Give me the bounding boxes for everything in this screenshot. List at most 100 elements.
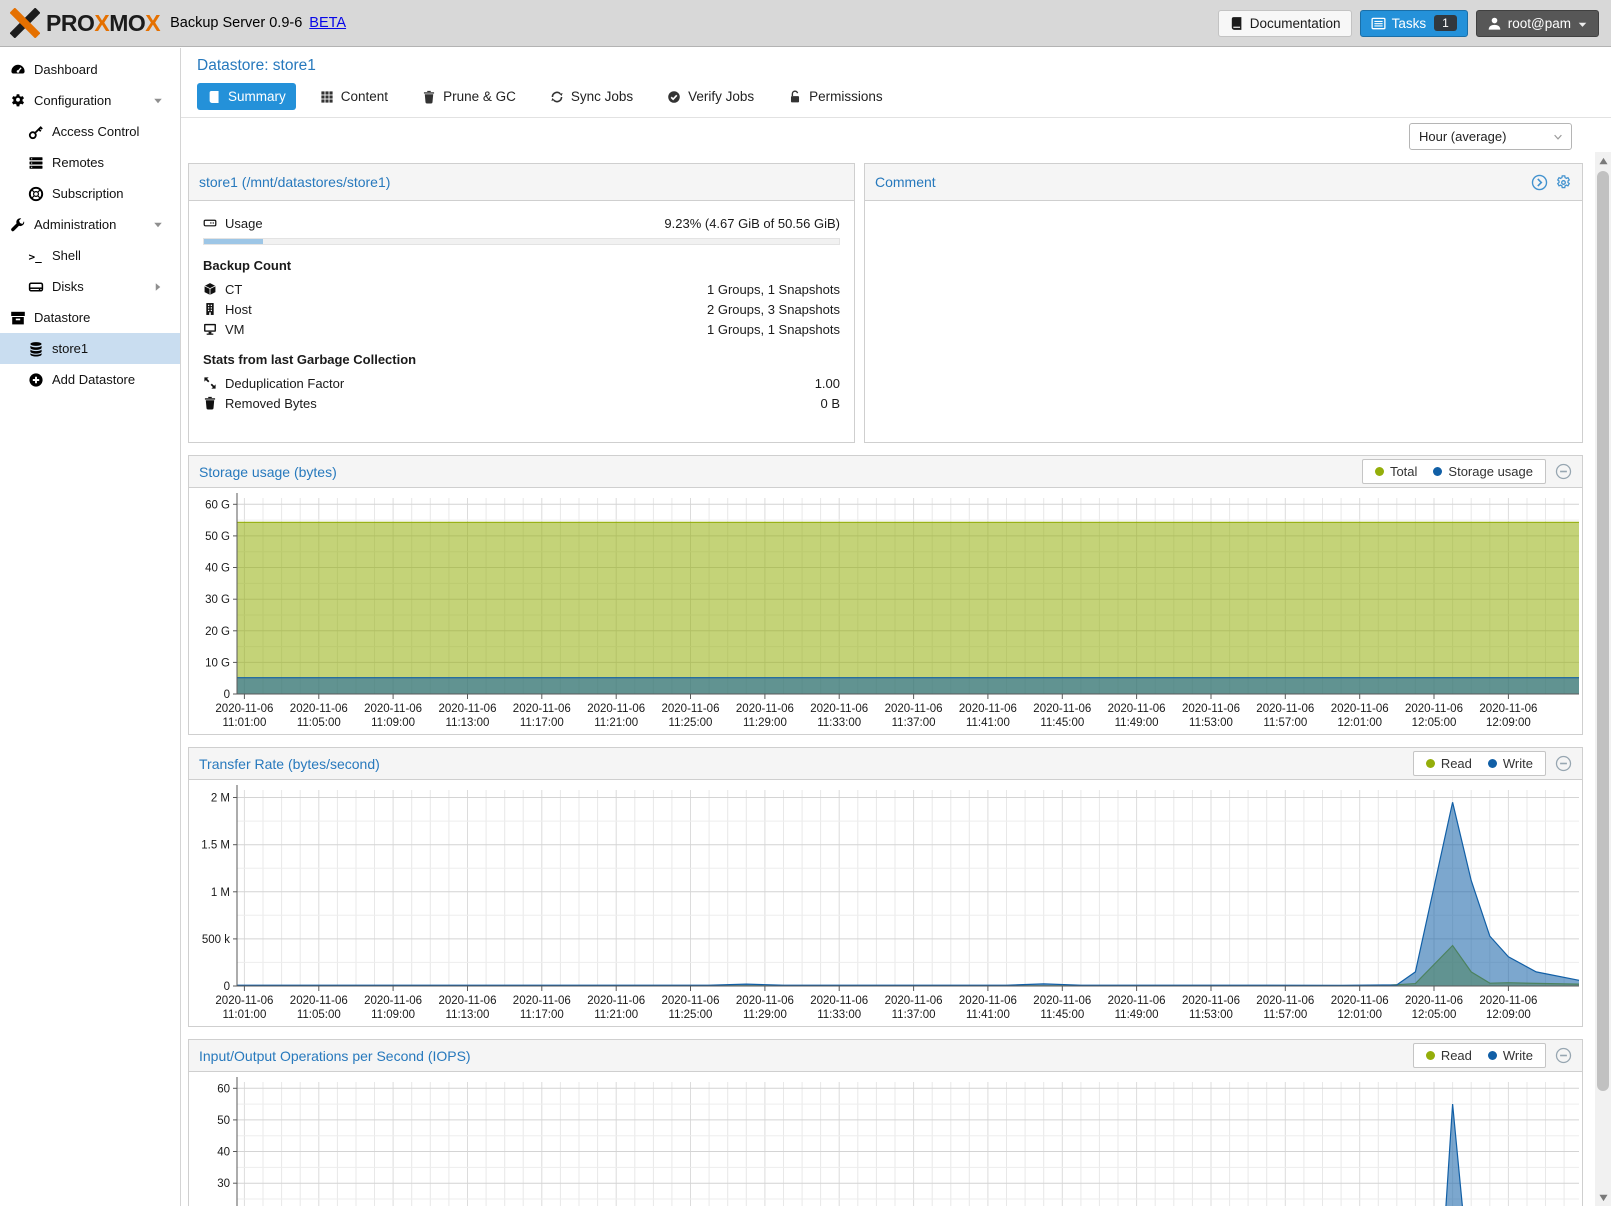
- sidebar-item-datastore[interactable]: Datastore: [0, 302, 180, 333]
- minus-circle-icon[interactable]: [1555, 463, 1572, 480]
- minus-circle-icon[interactable]: [1555, 1047, 1572, 1064]
- svg-text:2020-11-06: 2020-11-06: [1033, 703, 1091, 715]
- svg-text:2020-11-06: 2020-11-06: [439, 703, 497, 715]
- svg-text:2 M: 2 M: [211, 793, 230, 805]
- user-menu-button[interactable]: root@pam: [1476, 10, 1599, 37]
- tab-verify-jobs[interactable]: Verify Jobs: [657, 83, 764, 110]
- scroll-down-arrow-icon[interactable]: [1595, 1189, 1611, 1205]
- sidebar-item-shell[interactable]: >_ Shell: [0, 240, 180, 271]
- tab-prune-gc[interactable]: Prune & GC: [412, 83, 526, 110]
- expander-right-icon[interactable]: [152, 281, 164, 293]
- sidebar-item-disks[interactable]: Disks: [0, 271, 180, 302]
- minus-circle-icon[interactable]: [1555, 755, 1572, 772]
- host-row: Host 2 Groups, 3 Snapshots: [203, 299, 840, 319]
- expander-down-icon[interactable]: [152, 95, 164, 107]
- sidebar-item-subscription[interactable]: Subscription: [0, 178, 180, 209]
- svg-text:12:09:00: 12:09:00: [1486, 717, 1531, 729]
- removed-bytes-value: 0 B: [820, 396, 840, 411]
- svg-text:11:37:00: 11:37:00: [892, 717, 936, 729]
- svg-text:11:13:00: 11:13:00: [446, 1009, 490, 1021]
- sidebar-item-configuration[interactable]: Configuration: [0, 85, 180, 116]
- legend-dot-write: [1488, 759, 1497, 768]
- sidebar-item-label: Subscription: [52, 186, 124, 201]
- svg-text:11:21:00: 11:21:00: [594, 1009, 638, 1021]
- svg-text:40: 40: [217, 1147, 230, 1159]
- svg-text:2020-11-06: 2020-11-06: [1182, 995, 1240, 1007]
- vertical-scrollbar[interactable]: [1595, 152, 1611, 1206]
- tab-summary[interactable]: Summary: [197, 83, 296, 110]
- svg-text:2020-11-06: 2020-11-06: [885, 995, 943, 1007]
- svg-text:11:45:00: 11:45:00: [1040, 1009, 1084, 1021]
- dedup-label: Deduplication Factor: [225, 376, 344, 391]
- user-label: root@pam: [1508, 16, 1571, 31]
- trash-small-icon: [203, 396, 217, 410]
- comment-panel: Comment: [864, 163, 1583, 443]
- legend-item-write[interactable]: Write: [1488, 756, 1533, 771]
- sidebar-item-administration[interactable]: Administration: [0, 209, 180, 240]
- svg-text:2020-11-06: 2020-11-06: [810, 703, 868, 715]
- sidebar-item-dashboard[interactable]: Dashboard: [0, 54, 180, 85]
- iops-chart-body: 60504030201002020-11-0611:01:002020-11-0…: [189, 1072, 1582, 1206]
- sidebar-item-label: Access Control: [52, 124, 139, 139]
- svg-text:11:45:00: 11:45:00: [1040, 717, 1084, 729]
- svg-text:2020-11-06: 2020-11-06: [587, 703, 645, 715]
- svg-text:0: 0: [224, 689, 230, 701]
- svg-text:60 G: 60 G: [205, 499, 230, 511]
- legend-item-read[interactable]: Read: [1426, 756, 1472, 771]
- desktop-icon: [203, 322, 217, 336]
- page-title: Datastore: store1: [181, 48, 1611, 79]
- ct-row: CT 1 Groups, 1 Snapshots: [203, 279, 840, 299]
- legend-label: Storage usage: [1448, 464, 1533, 479]
- scroll-up-arrow-icon[interactable]: [1595, 153, 1611, 169]
- sidebar-item-label: Datastore: [34, 310, 90, 325]
- timeframe-select[interactable]: Hour (average): [1409, 123, 1572, 150]
- svg-text:2020-11-06: 2020-11-06: [439, 995, 497, 1007]
- sidebar-item-store1[interactable]: store1: [0, 333, 180, 364]
- scrollbar-thumb[interactable]: [1597, 171, 1609, 1091]
- sidebar-item-remotes[interactable]: Remotes: [0, 147, 180, 178]
- tasks-button[interactable]: Tasks 1: [1360, 10, 1468, 37]
- caret-down-icon: [1577, 18, 1588, 29]
- svg-text:11:17:00: 11:17:00: [520, 1009, 564, 1021]
- tab-permissions[interactable]: Permissions: [778, 83, 893, 110]
- legend-item-storage-usage[interactable]: Storage usage: [1433, 464, 1533, 479]
- svg-text:11:41:00: 11:41:00: [966, 717, 1010, 729]
- legend-dot-write: [1488, 1051, 1497, 1060]
- svg-text:11:17:00: 11:17:00: [520, 717, 564, 729]
- gear-icon[interactable]: [1555, 174, 1572, 191]
- svg-text:12:05:00: 12:05:00: [1412, 717, 1457, 729]
- top-header-bar: PROXMOX Backup Server 0.9-6 BETA Documen…: [0, 0, 1611, 47]
- ct-label: CT: [225, 282, 242, 297]
- chart-toolbar: Hour (average): [181, 118, 1611, 155]
- legend-label: Write: [1503, 756, 1533, 771]
- tab-content[interactable]: Content: [310, 83, 398, 110]
- sidebar-item-add-datastore[interactable]: Add Datastore: [0, 364, 180, 395]
- svg-text:2020-11-06: 2020-11-06: [1479, 995, 1537, 1007]
- tab-sync-jobs[interactable]: Sync Jobs: [540, 83, 643, 110]
- legend-dot-storage-usage: [1433, 467, 1442, 476]
- svg-text:30 G: 30 G: [205, 594, 230, 606]
- beta-link[interactable]: BETA: [309, 15, 346, 31]
- circle-chevron-right-icon[interactable]: [1531, 174, 1548, 191]
- svg-text:2020-11-06: 2020-11-06: [290, 703, 348, 715]
- svg-text:50: 50: [217, 1115, 230, 1127]
- legend-item-total[interactable]: Total: [1375, 464, 1417, 479]
- sidebar-item-access-control[interactable]: Access Control: [0, 116, 180, 147]
- timeframe-selected-value: Hour (average): [1419, 129, 1506, 144]
- tab-label: Summary: [228, 89, 286, 104]
- usage-progress-fill: [204, 239, 263, 244]
- svg-text:11:53:00: 11:53:00: [1189, 717, 1233, 729]
- expander-down-icon[interactable]: [152, 219, 164, 231]
- removed-bytes-row: Removed Bytes 0 B: [203, 393, 840, 413]
- life-ring-icon: [28, 186, 44, 202]
- legend-item-write[interactable]: Write: [1488, 1048, 1533, 1063]
- svg-text:11:13:00: 11:13:00: [446, 717, 490, 729]
- comment-body[interactable]: [865, 201, 1582, 225]
- svg-text:2020-11-06: 2020-11-06: [959, 995, 1017, 1007]
- dashboard-icon: [10, 62, 26, 78]
- svg-text:2020-11-06: 2020-11-06: [959, 703, 1017, 715]
- documentation-button[interactable]: Documentation: [1218, 10, 1352, 37]
- svg-text:2020-11-06: 2020-11-06: [290, 995, 348, 1007]
- legend-item-read[interactable]: Read: [1426, 1048, 1472, 1063]
- svg-text:1.5 M: 1.5 M: [201, 840, 230, 852]
